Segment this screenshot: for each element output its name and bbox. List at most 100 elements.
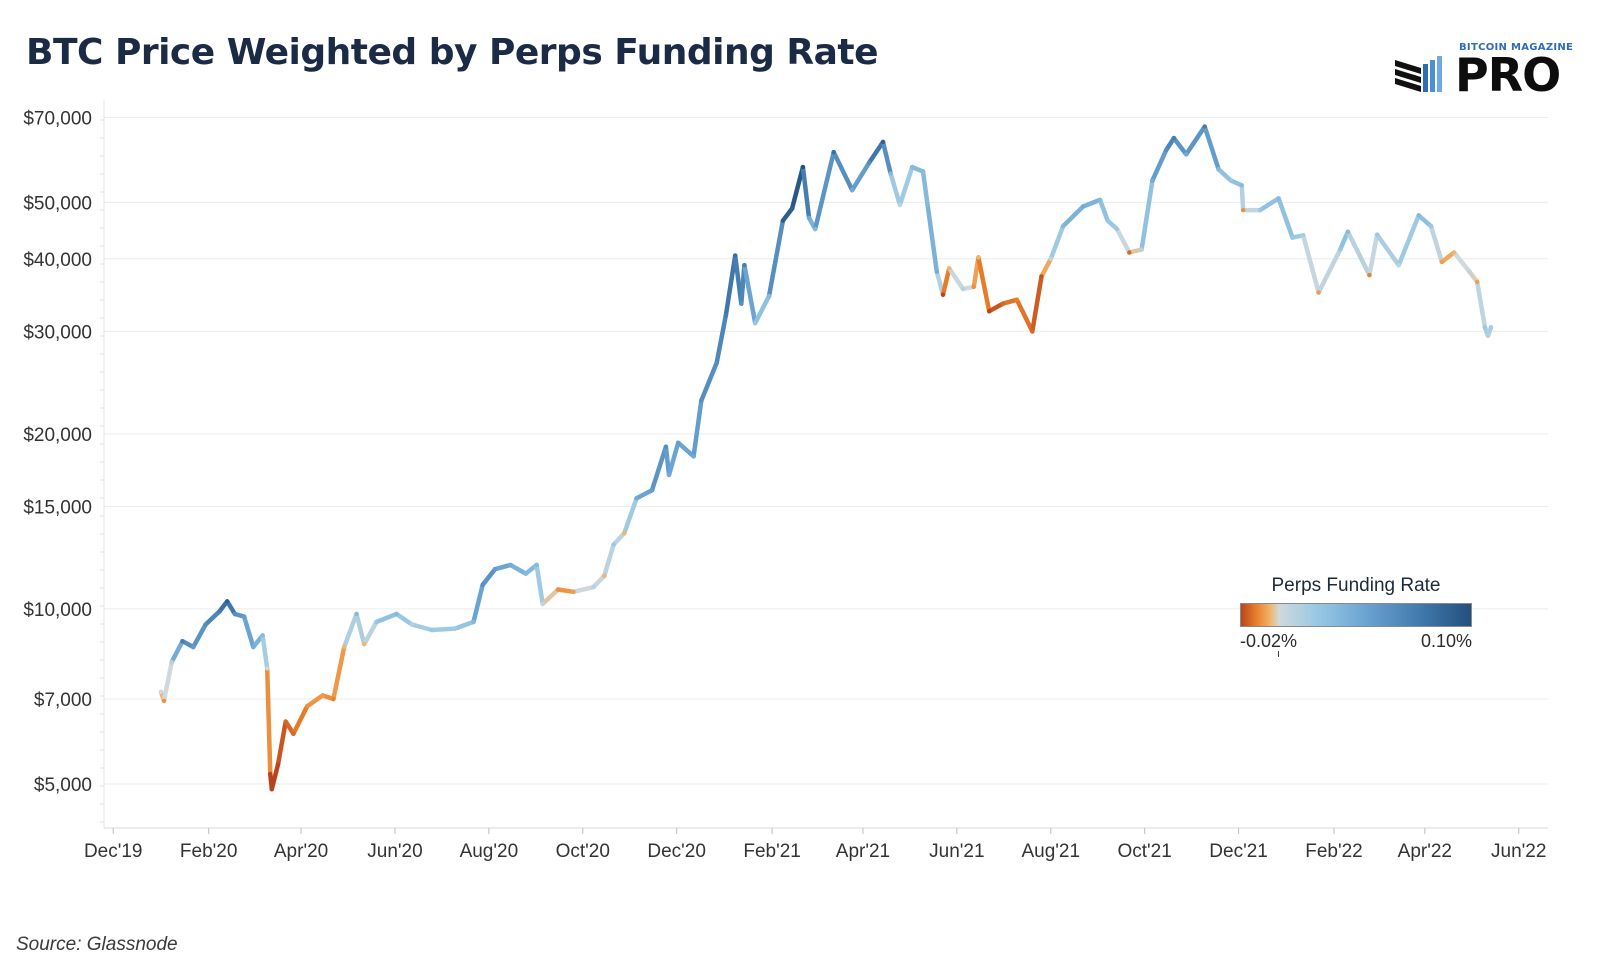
- price-segment: [1150, 147, 1169, 183]
- x-tick-label: Aug'20: [460, 841, 519, 862]
- x-tick-label: Dec'20: [647, 841, 706, 862]
- x-tick-label: Jun'22: [1491, 841, 1546, 862]
- price-point: [1000, 301, 1006, 306]
- legend-max-label: 0.10%: [1420, 631, 1472, 651]
- price-segment: [831, 149, 855, 193]
- price-segment: [540, 587, 561, 607]
- price-point: [342, 644, 347, 650]
- price-segment: [723, 253, 738, 318]
- price-segment: [1416, 213, 1434, 229]
- y-tick-label: $70,000: [23, 108, 92, 129]
- price-point: [1482, 325, 1488, 330]
- price-point: [739, 301, 744, 306]
- price-point: [1488, 325, 1494, 330]
- price-point: [260, 633, 265, 638]
- price-point: [158, 689, 164, 695]
- x-tick-label: Apr'20: [274, 841, 328, 862]
- price-segment: [925, 202, 940, 274]
- price-series: [158, 124, 1494, 792]
- price-segment: [897, 164, 915, 208]
- price-point: [611, 542, 616, 547]
- price-segment: [766, 218, 786, 299]
- price-point: [987, 309, 992, 314]
- price-segment: [304, 693, 325, 709]
- price-segment: [374, 611, 399, 625]
- y-tick-label: $5,000: [34, 775, 92, 796]
- y-tick-label: $50,000: [23, 193, 92, 214]
- x-tick-label: Apr'22: [1398, 841, 1452, 862]
- y-axis: $70,000 $50,000 $40,000 $30,000 $20,000 $15,0…: [23, 100, 105, 828]
- price-segment: [169, 638, 185, 665]
- price-point: [241, 614, 247, 619]
- price-point: [265, 666, 270, 671]
- price-segment: [492, 562, 513, 572]
- price-segment: [752, 293, 772, 326]
- price-point: [1451, 250, 1457, 255]
- price-point: [480, 582, 485, 587]
- price-point: [1139, 247, 1144, 252]
- price-point: [800, 164, 806, 170]
- price-point: [1316, 290, 1321, 295]
- price-point: [742, 263, 747, 268]
- x-tick-label: Dec'19: [84, 841, 143, 862]
- price-point: [1114, 226, 1120, 232]
- price-point: [1276, 196, 1281, 201]
- price-segment: [880, 139, 893, 177]
- price-point: [888, 171, 893, 176]
- price-segment: [354, 611, 367, 647]
- funding-rate-legend: Perps Funding Rate -0.02% 0.10%: [1240, 575, 1472, 657]
- price-point: [1345, 229, 1351, 234]
- price-segment: [1030, 274, 1044, 334]
- price-segment: [429, 626, 458, 633]
- price-point: [780, 218, 786, 223]
- price-point: [866, 160, 872, 165]
- price-point: [429, 627, 435, 633]
- price-point: [169, 659, 174, 665]
- price-point: [1239, 183, 1244, 188]
- price-point: [806, 215, 812, 221]
- logo-big-text: PRO: [1455, 48, 1561, 102]
- price-segment: [1257, 196, 1281, 213]
- price-segment: [1048, 223, 1066, 262]
- x-tick-label: Aug'21: [1021, 841, 1080, 862]
- source-note: Source: Glassnode: [16, 934, 178, 955]
- price-segment: [649, 444, 669, 493]
- price-point: [960, 286, 966, 292]
- price-segment: [849, 160, 872, 193]
- price-point: [1228, 178, 1234, 183]
- price-segment: [534, 562, 545, 607]
- price-segment: [1316, 247, 1343, 295]
- price-point: [191, 644, 196, 650]
- price-segment: [1451, 250, 1472, 274]
- price-segment: [1139, 178, 1155, 252]
- price-point: [452, 626, 458, 631]
- price-point: [1080, 204, 1086, 209]
- price-segment: [291, 704, 310, 736]
- price-segment: [1097, 197, 1110, 223]
- y-tick-label: $15,000: [23, 497, 92, 518]
- price-point: [723, 312, 729, 318]
- price-segment: [1276, 196, 1295, 240]
- price-point: [1030, 329, 1035, 334]
- logo-small-text: BITCOIN MAGAZINE: [1459, 42, 1574, 53]
- price-point: [1290, 235, 1295, 240]
- price-point: [947, 266, 952, 271]
- price-point: [232, 611, 238, 617]
- price-point: [1014, 297, 1020, 302]
- price-point: [1202, 124, 1207, 129]
- price-segment: [940, 266, 952, 297]
- price-point: [217, 609, 222, 614]
- price-segment: [224, 599, 238, 617]
- price-point: [699, 398, 704, 403]
- price-point: [1150, 178, 1155, 183]
- price-segment: [264, 666, 273, 777]
- price-point: [1374, 232, 1380, 237]
- x-tick-label: Apr'21: [836, 841, 890, 862]
- price-segment: [691, 398, 704, 459]
- price-point: [492, 567, 498, 572]
- price-segment: [1300, 233, 1321, 295]
- price-point: [1127, 250, 1132, 255]
- grid-lines: [104, 116, 1548, 785]
- price-point: [1485, 333, 1491, 338]
